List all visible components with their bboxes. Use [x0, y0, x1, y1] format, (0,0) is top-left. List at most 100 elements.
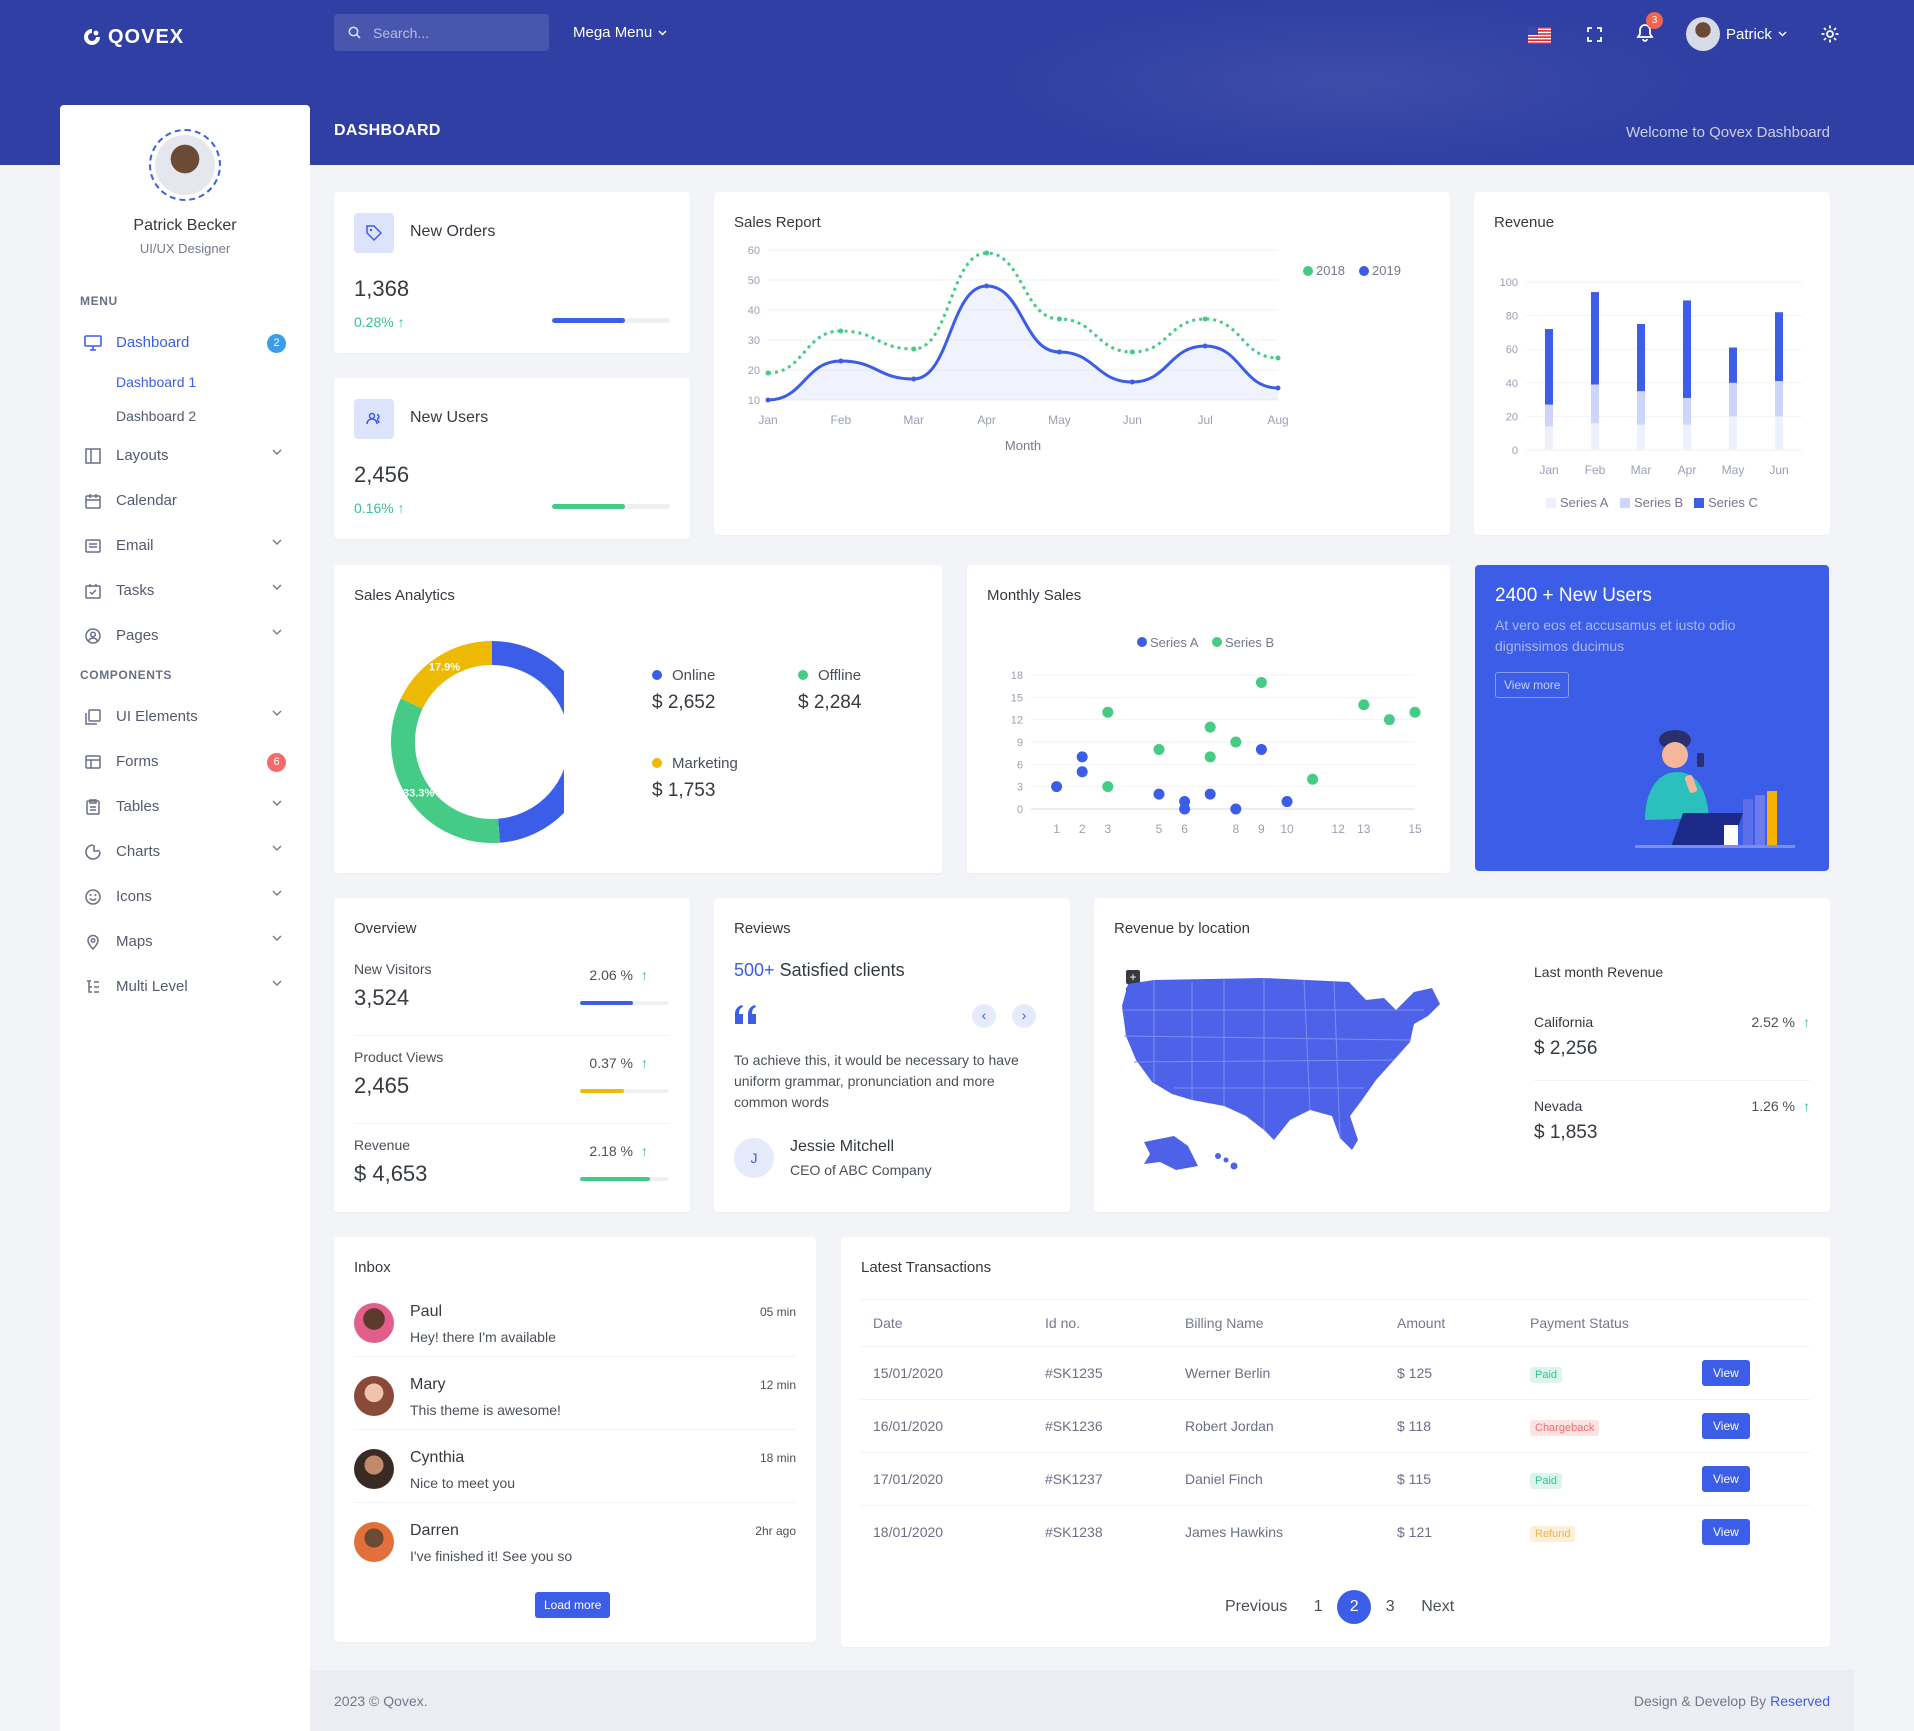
sidebar-item-tables[interactable]: Tables	[60, 784, 310, 829]
pagination-next[interactable]: Next	[1421, 1598, 1455, 1615]
x-tick-label: 3	[1104, 822, 1111, 836]
map-pin-icon	[84, 933, 102, 951]
monitor-icon	[84, 334, 102, 352]
sidebar-item-calendar[interactable]: Calendar	[60, 478, 310, 523]
sidebar-subitem-dashboard-2[interactable]: Dashboard 2	[116, 408, 197, 424]
person-with-laptop-illustration	[1635, 730, 1795, 848]
logo[interactable]: QOVEX	[82, 22, 184, 52]
load-more-button[interactable]: Load more	[535, 1592, 611, 1618]
usa-map[interactable]	[1114, 970, 1454, 1180]
location-subtitle: Last month Revenue	[1534, 964, 1664, 980]
scatter-point-series-a	[1076, 766, 1088, 778]
quote-icon	[735, 1005, 756, 1024]
footer-link[interactable]: Reserved	[1770, 1692, 1830, 1709]
sidebar-item-tasks[interactable]: Tasks	[60, 568, 310, 613]
revenue-by-location-card: Revenue by location + − Last month Reven…	[1094, 898, 1830, 1212]
welcome-text: Welcome to Qovex Dashboard	[1626, 124, 1830, 141]
pagination-page-3[interactable]: 3	[1385, 1598, 1395, 1615]
cell-action: View	[1690, 1398, 1810, 1452]
sidebar-item-ui-elements[interactable]: UI Elements	[60, 694, 310, 739]
scatter-point-series-a	[1153, 788, 1165, 800]
scatter-point-series-a	[1204, 788, 1216, 800]
sidebar-item-label: Forms	[116, 753, 159, 770]
user-menu-dropdown[interactable]: Patrick	[1686, 17, 1787, 51]
inbox-item[interactable]: Paul Hey! there I'm available 05 min	[354, 1299, 796, 1372]
series-2019-point	[765, 397, 771, 403]
chevron-down-icon	[272, 980, 282, 986]
x-tick-label: Jun	[1123, 413, 1142, 427]
carousel-prev-button[interactable]: ‹	[972, 1004, 996, 1028]
scatter-point-series-a	[1230, 803, 1242, 815]
sidebar-item-charts[interactable]: Charts	[60, 829, 310, 874]
kpi-progress-fill	[552, 318, 626, 323]
clipboard-icon	[84, 798, 102, 816]
latest-transactions-card: Latest Transactions Date Id no. Billing …	[841, 1237, 1830, 1647]
kpi-value: 2,456	[354, 462, 410, 487]
pagination-previous[interactable]: Previous	[1225, 1598, 1288, 1615]
message-time: 05 min	[759, 1305, 796, 1319]
state-percent: 1.26 % ↑	[1751, 1098, 1810, 1114]
sidebar-item-maps[interactable]: Maps	[60, 919, 310, 964]
status-badge: Chargeback	[1530, 1419, 1600, 1436]
inbox-item[interactable]: Mary This theme is awesome! 12 min	[354, 1372, 796, 1445]
message-time: 12 min	[759, 1378, 796, 1392]
overview-row-new-visitors: New Visitors 3,524 2.06 % ↑	[354, 961, 668, 1049]
inbox-item[interactable]: Cynthia Nice to meet you 18 min	[354, 1445, 796, 1518]
location-row-nevada: Nevada $ 1,853 1.26 % ↑	[1534, 1098, 1810, 1178]
x-tick-label: 5	[1156, 822, 1163, 836]
x-tick-label: Jan	[1539, 463, 1558, 477]
series-2019-area	[768, 286, 1278, 400]
sidebar-item-multi-level[interactable]: Multi Level	[60, 964, 310, 1009]
legend-offline: Offline $ 2,284	[798, 667, 862, 713]
view-button[interactable]: View	[1702, 1359, 1750, 1386]
state-value: $ 2,256	[1534, 1038, 1598, 1059]
legend-value: $ 2,284	[798, 692, 862, 713]
mega-menu-label: Mega Menu	[573, 24, 653, 41]
mega-menu-dropdown[interactable]: Mega Menu	[573, 24, 667, 41]
sidebar-item-icons[interactable]: Icons	[60, 874, 310, 919]
cell-date: 15/01/2020	[861, 1345, 1033, 1399]
view-more-button[interactable]: View more	[1495, 672, 1570, 698]
footer-copyright: 2023 © Qovex.	[334, 1692, 428, 1709]
sidebar-item-pages[interactable]: Pages	[60, 613, 310, 658]
y-tick-label: 80	[1506, 311, 1518, 323]
scatter-point-series-b	[1102, 706, 1114, 718]
view-button[interactable]: View	[1702, 1412, 1750, 1439]
column-header: Date	[873, 1314, 903, 1331]
table-header-row: Date Id no. Billing Name Amount Payment …	[861, 1300, 1810, 1346]
carousel-next-button[interactable]: ›	[1012, 1004, 1036, 1028]
legend-marker	[1137, 637, 1147, 647]
sidebar-item-email[interactable]: Email	[60, 523, 310, 568]
sidebar-item-forms[interactable]: Forms 6	[60, 739, 310, 784]
fullscreen-icon[interactable]	[1586, 26, 1603, 43]
pagination-page-2-current[interactable]: 2	[1337, 1590, 1372, 1624]
kpi-card-new-users: New Users 2,456 0.16% ↑	[334, 378, 690, 539]
profile-name: Patrick Becker	[133, 217, 237, 234]
settings-gear-icon[interactable]	[1820, 24, 1840, 44]
search-input[interactable]: Search...	[334, 14, 549, 51]
series-2018-point	[838, 328, 844, 334]
bar-series-c	[1729, 347, 1737, 383]
x-tick-label: Mar	[903, 413, 924, 427]
scatter-point-series-b	[1153, 743, 1165, 755]
x-axis-title: Month	[1005, 438, 1041, 453]
bar-series-c	[1637, 324, 1645, 392]
sidebar-subitem-dashboard-1[interactable]: Dashboard 1	[116, 374, 197, 390]
message-preview: Hey! there I'm available	[410, 1329, 556, 1345]
forms-count-badge: 6	[267, 753, 286, 772]
sidebar-item-dashboard[interactable]: Dashboard 2	[60, 320, 310, 365]
inbox-item[interactable]: Darren I've finished it! See you so 2hr …	[354, 1518, 796, 1591]
bar-series-a	[1637, 424, 1645, 450]
map-zoom-in-button[interactable]: +	[1126, 970, 1140, 984]
profile-avatar[interactable]	[149, 129, 221, 201]
view-button[interactable]: View	[1702, 1465, 1750, 1492]
pagination-page-1[interactable]: 1	[1313, 1598, 1323, 1615]
arrow-up-icon: ↑	[641, 967, 648, 983]
x-tick-label: Jan	[758, 413, 777, 427]
notifications-button[interactable]: 3	[1636, 12, 1663, 47]
sender-name: Paul	[410, 1303, 443, 1320]
scatter-point-series-a	[1179, 803, 1191, 815]
view-button[interactable]: View	[1702, 1518, 1750, 1545]
us-flag-icon[interactable]	[1528, 27, 1551, 44]
sidebar-item-layouts[interactable]: Layouts	[60, 433, 310, 478]
